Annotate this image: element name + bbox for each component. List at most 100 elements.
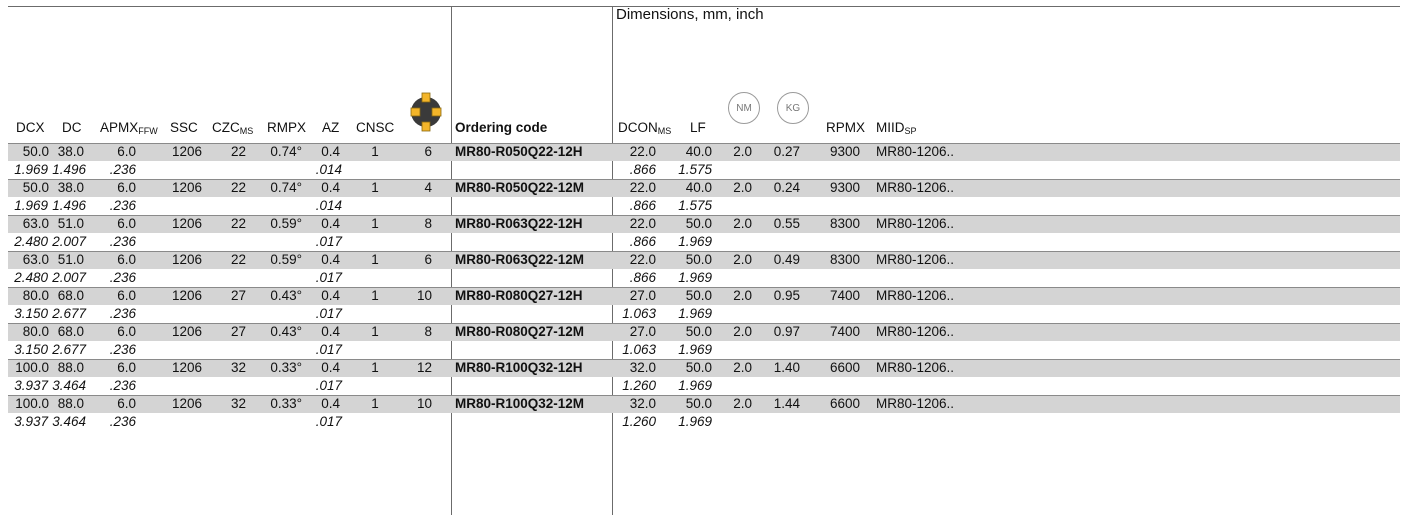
cell-code: MR80-R063Q22-12H xyxy=(455,216,583,231)
cell-dc_in: 3.464 xyxy=(52,414,86,429)
cell-cnsc: 1 xyxy=(371,216,379,231)
cell-lf: 50.0 xyxy=(685,252,712,267)
header-miid: MIIDSP xyxy=(876,119,917,140)
cell-dcx: 63.0 xyxy=(22,216,49,231)
cell-cnsc: 1 xyxy=(371,144,379,159)
cell-dc_in: 2.007 xyxy=(52,234,86,249)
cell-az: 0.4 xyxy=(321,252,340,267)
cell-kg: 0.49 xyxy=(773,252,800,267)
cell-dcx: 100.0 xyxy=(15,396,49,411)
cell-nm: 2.0 xyxy=(733,324,752,339)
cell-cnsc: 1 xyxy=(371,288,379,303)
cell-lf: 50.0 xyxy=(685,216,712,231)
cell-rpm: 9300 xyxy=(829,180,860,195)
cell-nm: 2.0 xyxy=(733,180,752,195)
cell-dcon: 22.0 xyxy=(629,180,656,195)
cell-dc: 38.0 xyxy=(57,180,84,195)
cell-apmx_in: .236 xyxy=(109,162,136,177)
cell-cnsc: 1 xyxy=(371,180,379,195)
cell-dcon: 27.0 xyxy=(629,288,656,303)
cell-nm: 2.0 xyxy=(733,396,752,411)
insert-count-icon xyxy=(410,92,442,132)
table-top-rule xyxy=(8,6,1400,7)
cell-dcon_in: .866 xyxy=(629,162,656,177)
cell-z: 8 xyxy=(424,216,432,231)
cell-apmx_in: .236 xyxy=(109,306,136,321)
header-az: AZ xyxy=(322,120,340,135)
cell-dcon_in: 1.063 xyxy=(622,306,656,321)
cell-rpm: 8300 xyxy=(829,216,860,231)
cell-dcx_in: 1.969 xyxy=(14,198,48,213)
cell-lf_in: 1.969 xyxy=(678,234,712,249)
cell-lf_in: 1.969 xyxy=(678,378,712,393)
header-dc: DC xyxy=(62,120,82,135)
cell-dc: 51.0 xyxy=(57,252,84,267)
cell-apmx: 6.0 xyxy=(117,360,136,375)
cell-kg: 1.44 xyxy=(773,396,800,411)
cell-az_in: .017 xyxy=(315,414,342,429)
cell-rmpx: 0.59° xyxy=(270,252,302,267)
cell-rpm: 6600 xyxy=(829,360,860,375)
cell-rpm: 7400 xyxy=(829,324,860,339)
cell-dc_in: 2.677 xyxy=(52,306,86,321)
cell-ssc: 1206 xyxy=(171,144,202,159)
cell-dcx: 50.0 xyxy=(22,144,49,159)
cell-lf_in: 1.969 xyxy=(678,342,712,357)
cell-dcon: 27.0 xyxy=(629,324,656,339)
cell-apmx: 6.0 xyxy=(117,180,136,195)
cell-ssc: 1206 xyxy=(171,180,202,195)
cell-lf: 50.0 xyxy=(685,288,712,303)
header-dcon-sub: MS xyxy=(657,126,672,136)
cell-lf: 40.0 xyxy=(685,144,712,159)
cell-apmx_in: .236 xyxy=(109,198,136,213)
cell-dcx_in: 2.480 xyxy=(14,270,48,285)
cell-dcx: 63.0 xyxy=(22,252,49,267)
header-apmx: APMXFFW xyxy=(100,119,158,140)
cell-lf: 50.0 xyxy=(685,360,712,375)
cell-dcx: 50.0 xyxy=(22,180,49,195)
cell-dcx: 80.0 xyxy=(22,324,49,339)
cell-dcon_in: 1.260 xyxy=(622,378,656,393)
header-czc-label: CZC xyxy=(212,120,240,135)
cell-dcon_in: 1.063 xyxy=(622,342,656,357)
cell-miid: MR80-1206.. xyxy=(876,144,955,159)
header-kg: KG xyxy=(777,92,809,124)
cell-z: 6 xyxy=(424,252,432,267)
cell-z: 8 xyxy=(424,324,432,339)
dimensions-title: Dimensions, mm, inch xyxy=(616,6,764,23)
header-cnsc: CNSC xyxy=(356,120,395,135)
cell-apmx: 6.0 xyxy=(117,252,136,267)
cell-dcon: 22.0 xyxy=(629,144,656,159)
cell-dcx_in: 1.969 xyxy=(14,162,48,177)
cell-miid: MR80-1206.. xyxy=(876,396,955,411)
header-miid-label: MIID xyxy=(876,120,905,135)
cell-code: MR80-R100Q32-12M xyxy=(455,396,585,411)
table-row-shade xyxy=(8,143,1400,161)
cell-code: MR80-R100Q32-12H xyxy=(455,360,583,375)
cell-dcon: 32.0 xyxy=(629,360,656,375)
cell-apmx: 6.0 xyxy=(117,396,136,411)
cell-nm: 2.0 xyxy=(733,216,752,231)
cell-apmx_in: .236 xyxy=(109,342,136,357)
cell-lf_in: 1.969 xyxy=(678,270,712,285)
cell-apmx: 6.0 xyxy=(117,288,136,303)
cell-dc: 88.0 xyxy=(57,360,84,375)
cell-rmpx: 0.33° xyxy=(270,396,302,411)
header-rpmx: RPMX xyxy=(826,120,866,135)
cell-dcx_in: 3.150 xyxy=(14,342,48,357)
cell-dcon: 32.0 xyxy=(629,396,656,411)
table-row-rule xyxy=(8,323,1400,324)
table-row-rule xyxy=(8,215,1400,216)
cell-ssc: 1206 xyxy=(171,324,202,339)
cell-cnsc: 1 xyxy=(371,360,379,375)
cell-code: MR80-R080Q27-12M xyxy=(455,324,585,339)
cell-apmx_in: .236 xyxy=(109,378,136,393)
cell-czc: 32 xyxy=(230,360,246,375)
cell-kg: 1.40 xyxy=(773,360,800,375)
cell-dcx: 80.0 xyxy=(22,288,49,303)
cell-ssc: 1206 xyxy=(171,288,202,303)
cell-czc: 22 xyxy=(230,216,246,231)
table-row-shade xyxy=(8,215,1400,233)
cell-czc: 27 xyxy=(230,324,246,339)
cell-rmpx: 0.43° xyxy=(270,288,302,303)
